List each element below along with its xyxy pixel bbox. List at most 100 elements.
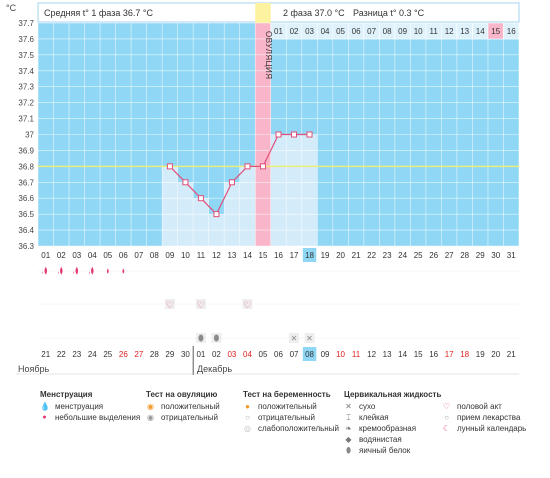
calendar-date-label[interactable]: 12	[367, 350, 376, 359]
cycle-day-label[interactable]: 07	[134, 251, 143, 260]
calendar-date-label[interactable]: 15	[414, 350, 423, 359]
cycle-day-label[interactable]: 22	[367, 251, 376, 260]
calendar-date-label[interactable]: 14	[398, 350, 407, 359]
top-day-label: 06	[352, 27, 361, 36]
calendar-date-label[interactable]: 27	[134, 350, 143, 359]
calendar-date-label[interactable]: 11	[352, 350, 361, 359]
calendar-date-label[interactable]: 22	[57, 350, 66, 359]
calendar-date-label[interactable]: 28	[150, 350, 159, 359]
egg-white-symbol[interactable]	[213, 334, 219, 342]
calendar-date-label[interactable]: 21	[41, 350, 50, 359]
cycle-day-label[interactable]: 15	[259, 251, 268, 260]
calendar-date-label[interactable]: 08	[305, 350, 314, 359]
temperature-point[interactable]	[228, 179, 235, 186]
cycle-day-label[interactable]: 06	[119, 251, 128, 260]
legend-item: отрицательный	[161, 413, 218, 422]
calendar-date-label[interactable]: 09	[321, 350, 330, 359]
calendar-date-label[interactable]: 03	[227, 350, 236, 359]
calendar-date-label[interactable]: 17	[445, 350, 454, 359]
calendar-date-label[interactable]: 10	[336, 350, 345, 359]
cycle-day-label[interactable]: 29	[476, 251, 485, 260]
cycle-day-label[interactable]: 26	[429, 251, 438, 260]
cycle-day-label[interactable]: 23	[383, 251, 392, 260]
cycle-day-label[interactable]: 14	[243, 251, 252, 260]
cycle-day-label[interactable]: 11	[197, 251, 206, 260]
top-day-label: 10	[414, 27, 423, 36]
calendar-date-label[interactable]: 30	[181, 350, 190, 359]
legend-item: положительный	[258, 402, 317, 411]
cycle-day-label[interactable]: 19	[321, 251, 330, 260]
cycle-day-label[interactable]: 17	[290, 251, 299, 260]
calendar-date-label[interactable]: 26	[119, 350, 128, 359]
temperature-point[interactable]	[291, 131, 298, 138]
legend-item: положительный	[161, 402, 220, 411]
calendar-date-label[interactable]: 21	[507, 350, 516, 359]
cycle-day-label[interactable]: 24	[398, 251, 407, 260]
cycle-day-label[interactable]: 30	[491, 251, 500, 260]
phase1-average: Средняя t° 1 фаза 36.7 °C	[44, 8, 153, 18]
calendar-date-label[interactable]: 25	[103, 350, 112, 359]
calendar-date-label[interactable]: 13	[383, 350, 392, 359]
dry-symbol[interactable]: ✕	[306, 334, 313, 343]
calendar-date-label[interactable]: 04	[243, 350, 252, 359]
legend-item: слабоположительный	[258, 424, 339, 433]
temperature-point[interactable]	[259, 163, 266, 170]
cycle-day-label[interactable]: 25	[414, 251, 423, 260]
legend-item: яичный белок	[359, 446, 411, 455]
cycle-day-label[interactable]: 01	[41, 251, 50, 260]
dry-symbol[interactable]: ✕	[291, 334, 298, 343]
calendar-date-label[interactable]: 05	[259, 350, 268, 359]
cycle-day-label[interactable]: 28	[460, 251, 469, 260]
calendar-date-label[interactable]: 18	[460, 350, 469, 359]
menstruation-drop	[122, 268, 125, 274]
cycle-day-label[interactable]: 13	[227, 251, 236, 260]
temperature-point[interactable]	[213, 211, 220, 218]
legend-item: сухо	[359, 402, 376, 411]
heart-symbol[interactable]: ♡	[197, 300, 205, 310]
cycle-day-label[interactable]: 31	[507, 251, 516, 260]
temperature-bar	[286, 134, 302, 246]
cycle-day-label[interactable]: 27	[445, 251, 454, 260]
cycle-day-label[interactable]: 02	[57, 251, 66, 260]
calendar-date-label[interactable]: 20	[491, 350, 500, 359]
temperature-point[interactable]	[244, 163, 251, 170]
calendar-date-label[interactable]: 07	[290, 350, 299, 359]
calendar-date-label[interactable]: 06	[274, 350, 283, 359]
y-tick-label: 36.9	[18, 146, 34, 155]
legend-other: ♡ половой акт ○ прием лекарства ☾ лунный ка…	[442, 390, 526, 434]
cycle-day-label[interactable]: 04	[88, 251, 97, 260]
menstruation-drop	[91, 266, 94, 275]
heart-symbol[interactable]: ♡	[166, 300, 174, 310]
egg-white-symbol[interactable]	[198, 334, 204, 342]
watery-icon: ◆	[345, 435, 352, 444]
cycle-day-label[interactable]: 21	[352, 251, 361, 260]
cycle-day-label[interactable]: 03	[72, 251, 81, 260]
calendar-date-label[interactable]: 29	[165, 350, 174, 359]
legend-item: клейкая	[359, 413, 389, 422]
cycle-day-label[interactable]: 20	[336, 251, 345, 260]
temperature-point[interactable]	[197, 195, 204, 202]
cycle-day-label[interactable]: 05	[103, 251, 112, 260]
temperature-point[interactable]	[166, 163, 173, 170]
calendar-date-label[interactable]: 02	[212, 350, 221, 359]
calendar-date-label[interactable]: 01	[196, 350, 205, 359]
temperature-point[interactable]	[275, 131, 282, 138]
temperature-point[interactable]	[306, 131, 313, 138]
cycle-day-label[interactable]: 18	[305, 251, 314, 260]
cycle-day-label[interactable]: 16	[274, 251, 283, 260]
ovulation-label: ОВУЛЯЦИЯ	[264, 31, 273, 80]
calendar-date-label[interactable]: 23	[72, 350, 81, 359]
calendar-date-label[interactable]: 24	[88, 350, 97, 359]
legend-pregnancy-test: Тест на беременность ● положительный ○ отр…	[243, 390, 339, 434]
calendar-date-label[interactable]: 19	[476, 350, 485, 359]
temperature-bar	[270, 134, 287, 246]
heart-symbol[interactable]: ♡	[243, 300, 251, 310]
month-label-december: Декабрь	[197, 364, 232, 374]
cycle-day-label[interactable]: 10	[181, 251, 190, 260]
cycle-day-label[interactable]: 09	[165, 251, 174, 260]
calendar-date-label[interactable]: 16	[429, 350, 438, 359]
cycle-day-label[interactable]: 12	[212, 251, 221, 260]
cycle-day-label[interactable]: 08	[150, 251, 159, 260]
light-drop-icon: ●	[42, 414, 47, 421]
temperature-point[interactable]	[182, 179, 189, 186]
